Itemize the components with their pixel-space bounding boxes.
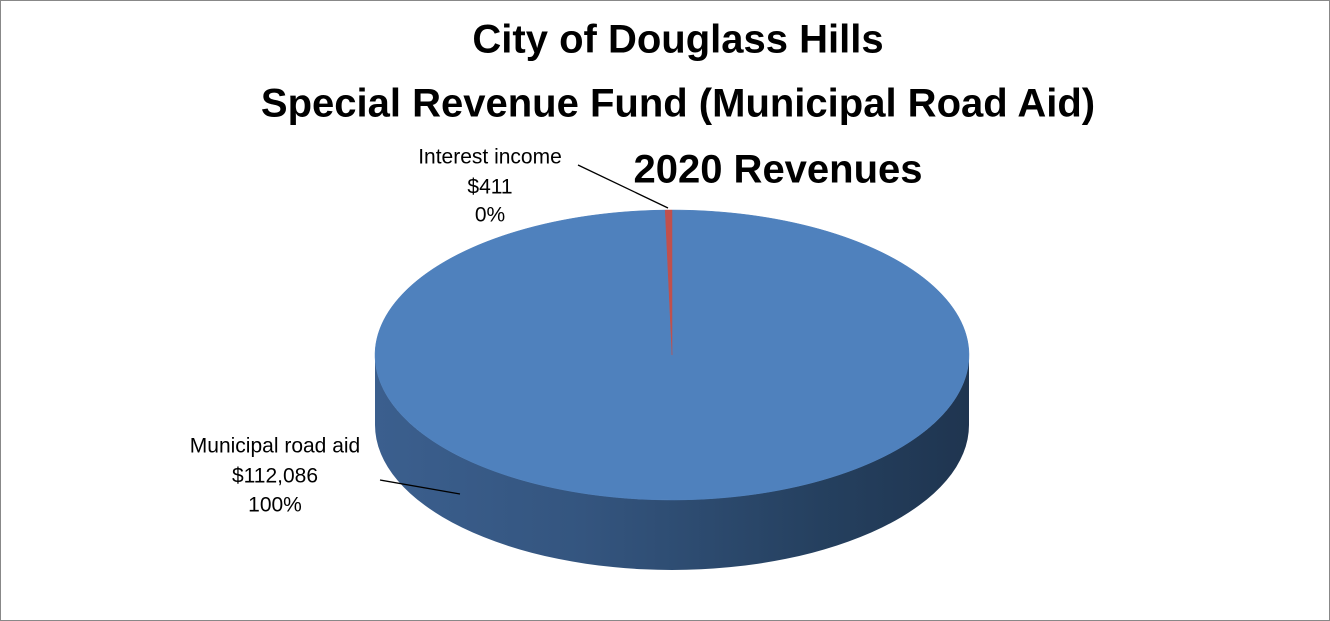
data-label: Municipal road aid — [190, 435, 360, 458]
pie-slice — [664, 209, 673, 356]
data-label: $411 — [467, 176, 512, 199]
data-label: Interest income — [418, 146, 562, 169]
chart-title: 2020 Revenues — [633, 148, 922, 192]
data-label: 100% — [248, 494, 302, 517]
data-label: 0% — [475, 204, 505, 227]
chart-title: City of Douglass Hills — [472, 18, 883, 62]
leader-line — [379, 479, 461, 495]
data-label: $112,086 — [232, 465, 318, 488]
leader-line — [577, 164, 669, 209]
slice-side — [375, 355, 969, 570]
chart-title: Special Revenue Fund (Municipal Road Aid… — [261, 82, 1095, 126]
